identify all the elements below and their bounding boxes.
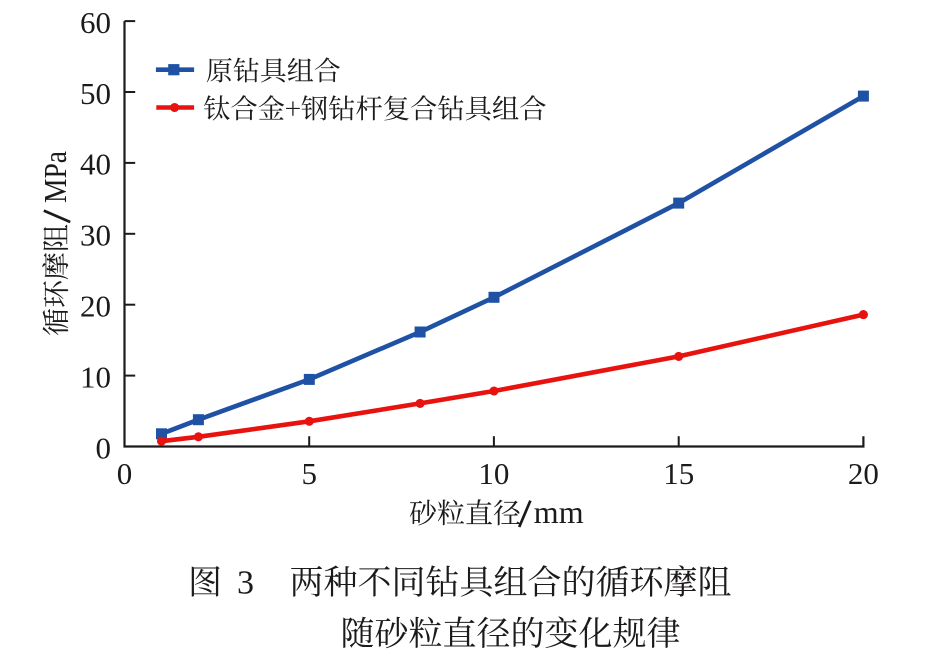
svg-text:5: 5 (301, 456, 317, 491)
svg-text:15: 15 (663, 456, 694, 491)
svg-text:3: 3 (237, 565, 254, 602)
svg-text:30: 30 (80, 218, 111, 253)
svg-text:MPa: MPa (37, 151, 73, 203)
svg-text:40: 40 (80, 147, 111, 182)
svg-text:60: 60 (80, 5, 111, 40)
svg-text:mm: mm (534, 494, 584, 530)
svg-text:10: 10 (80, 359, 111, 394)
svg-text:50: 50 (80, 76, 111, 111)
svg-text:0: 0 (96, 430, 112, 465)
svg-text:10: 10 (478, 456, 509, 491)
svg-text:20: 20 (80, 289, 111, 324)
svg-text:20: 20 (848, 456, 879, 491)
svg-text:0: 0 (117, 456, 133, 491)
